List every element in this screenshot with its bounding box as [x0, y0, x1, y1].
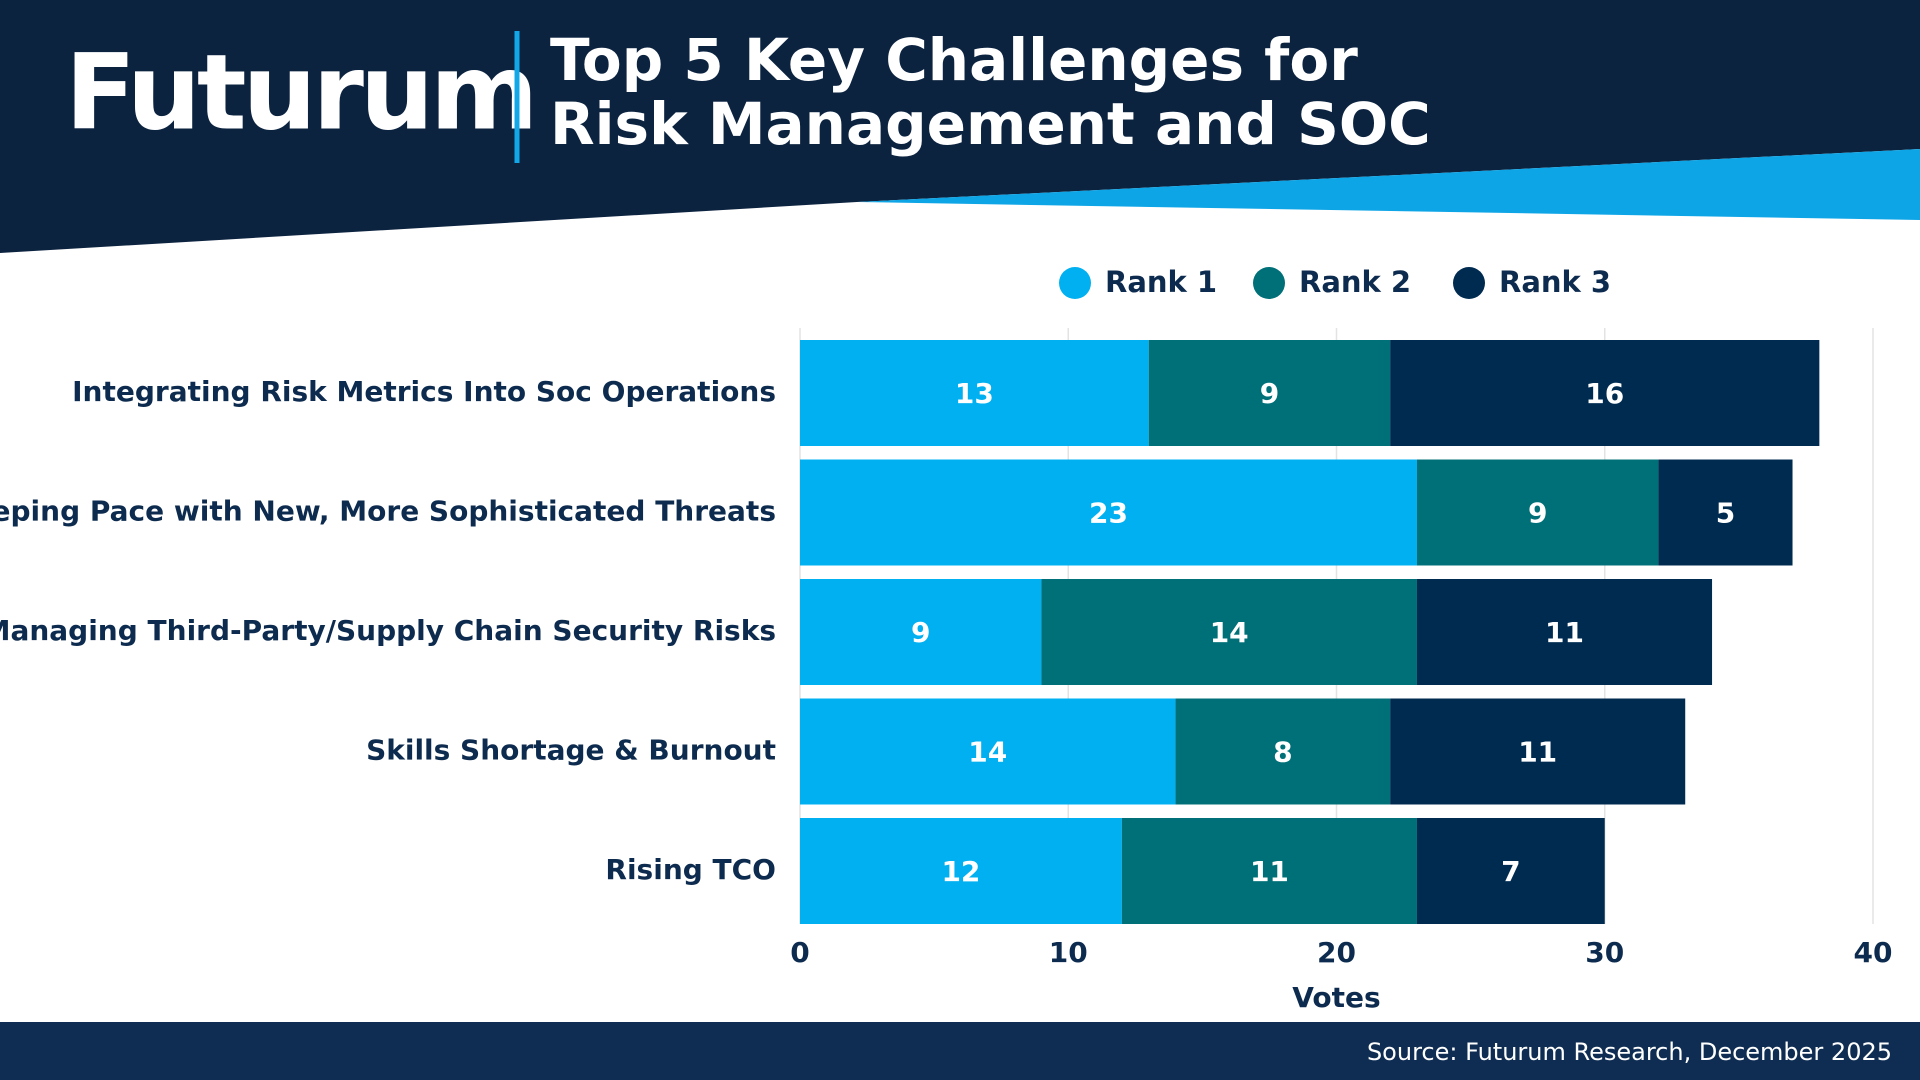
bar-segment	[800, 579, 1042, 685]
footer-band	[0, 1022, 1920, 1080]
bar-segment	[1390, 698, 1686, 805]
x-tick-label: 30	[1585, 936, 1624, 969]
value-label: 11	[1518, 736, 1557, 769]
bar-segment	[1416, 459, 1659, 566]
header-band	[0, 0, 1920, 253]
category-label: Skills Shortage & Burnout	[366, 734, 776, 767]
bar-segment	[1175, 698, 1391, 805]
bar-segment	[1658, 459, 1793, 566]
category-label: Rising TCO	[605, 853, 776, 886]
legend-swatch	[1059, 267, 1091, 299]
bar-segment	[1390, 340, 1820, 446]
bar-segment	[800, 818, 1122, 924]
bar-segment	[1121, 818, 1417, 924]
legend-label: Rank 3	[1499, 265, 1611, 299]
x-tick-label: 40	[1854, 936, 1893, 969]
brand-logo: Futurum	[65, 31, 534, 153]
x-tick-label: 10	[1049, 936, 1088, 969]
value-label: 9	[911, 616, 930, 649]
x-tick-label: 20	[1317, 936, 1356, 969]
value-label: 9	[1528, 497, 1547, 530]
value-label: 11	[1250, 855, 1289, 888]
legend-label: Rank 1	[1105, 265, 1217, 299]
x-axis-label: Votes	[1292, 981, 1380, 1014]
bar-segment	[800, 698, 1176, 805]
category-label: Integrating Risk Metrics Into Soc Operat…	[72, 375, 776, 408]
value-label: 8	[1273, 736, 1292, 769]
bar-segment	[1041, 579, 1417, 685]
header-accent	[857, 149, 1920, 220]
value-label: 12	[941, 855, 980, 888]
value-label: 13	[955, 377, 994, 410]
category-label: Managing Third-Party/Supply Chain Securi…	[0, 614, 776, 647]
value-label: 16	[1585, 377, 1624, 410]
legend-swatch	[1253, 267, 1285, 299]
bar-segment	[800, 459, 1417, 566]
bar-segment	[1416, 818, 1605, 924]
bar-segment	[800, 340, 1149, 446]
value-label: 9	[1260, 377, 1279, 410]
legend-swatch	[1453, 267, 1485, 299]
value-label: 23	[1089, 497, 1128, 530]
value-label: 7	[1501, 855, 1520, 888]
x-tick-label: 0	[790, 936, 809, 969]
bar-segment	[1416, 579, 1713, 685]
legend-label: Rank 2	[1299, 265, 1411, 299]
chart-title: Top 5 Key Challenges for Risk Management…	[550, 28, 1431, 158]
bar-segment	[1148, 340, 1391, 446]
value-label: 11	[1545, 616, 1584, 649]
source-note: Source: Futurum Research, December 2025	[1367, 1038, 1892, 1066]
category-label: Keeping Pace with New, More Sophisticate…	[0, 495, 776, 528]
value-label: 14	[1210, 616, 1249, 649]
value-label: 14	[968, 736, 1007, 769]
value-label: 5	[1716, 497, 1735, 530]
title-box: Top 5 Key Challenges for Risk Management…	[550, 28, 1431, 158]
